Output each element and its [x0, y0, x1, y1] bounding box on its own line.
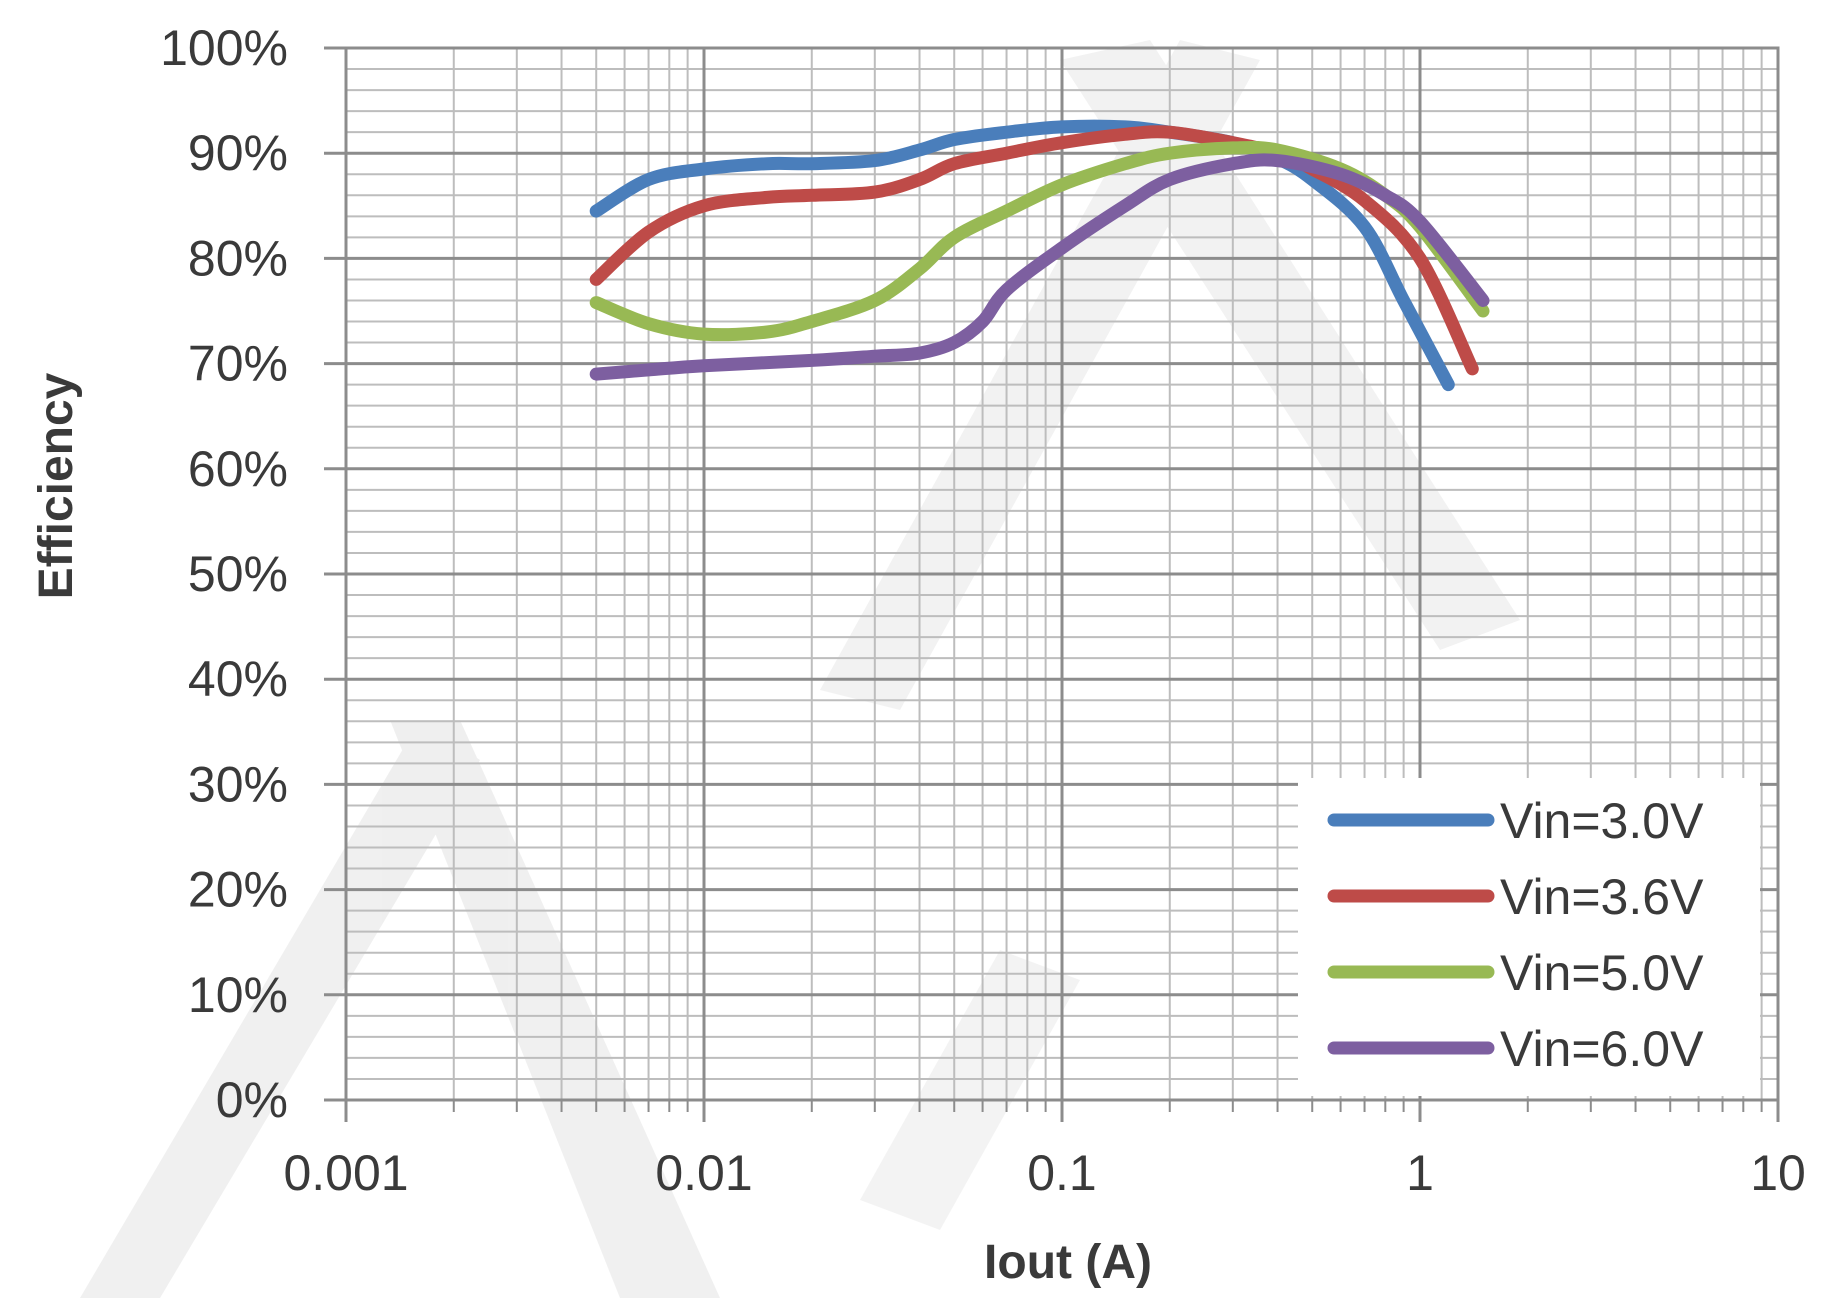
y-tick-label: 100% — [160, 20, 288, 76]
y-tick-label: 50% — [188, 546, 288, 602]
x-axis-ticks: 0.001 0.01 0.1 1 10 — [283, 1100, 1806, 1201]
y-tick-label: 10% — [188, 967, 288, 1023]
y-tick-label: 60% — [188, 441, 288, 497]
x-tick-label: 10 — [1750, 1145, 1806, 1201]
legend-label: Vin=6.0V — [1500, 1021, 1704, 1077]
legend: Vin=3.0V Vin=3.6V Vin=5.0V Vin=6.0V — [1298, 778, 1760, 1096]
y-tick-label: 20% — [188, 862, 288, 918]
y-tick-label: 30% — [188, 756, 288, 812]
y-tick-label: 70% — [188, 336, 288, 392]
legend-label: Vin=3.6V — [1500, 869, 1704, 925]
x-axis-title: Iout (A) — [984, 1236, 1152, 1289]
y-tick-label: 40% — [188, 651, 288, 707]
x-tick-label: 0.01 — [655, 1145, 752, 1201]
series-lines — [589, 119, 1490, 392]
x-tick-label: 0.1 — [1027, 1145, 1097, 1201]
series-line-vin-6-0v — [589, 153, 1490, 381]
legend-label: Vin=3.0V — [1500, 793, 1704, 849]
legend-label: Vin=5.0V — [1500, 945, 1704, 1001]
series-line-vin-3-0v — [589, 119, 1455, 392]
y-tick-label: 0% — [216, 1072, 288, 1128]
y-tick-label: 90% — [188, 125, 288, 181]
x-tick-label: 1 — [1406, 1145, 1434, 1201]
y-axis-title: Efficiency — [30, 372, 83, 599]
watermark — [80, 40, 1520, 1298]
series-line-vin-3-6v — [589, 125, 1479, 376]
y-axis-ticks: 0% 10% 20% 30% 40% 50% 60% 70% 80% 90% 100% — [160, 20, 346, 1128]
y-tick-label: 80% — [188, 230, 288, 286]
x-tick-label: 0.001 — [283, 1145, 408, 1201]
